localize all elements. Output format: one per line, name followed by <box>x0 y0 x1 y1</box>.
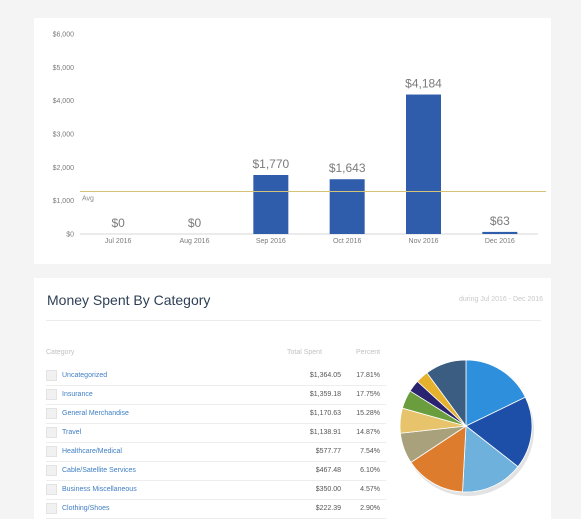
total-spent-value: $350.00 <box>315 486 341 493</box>
x-tick-label: Oct 2016 <box>333 238 362 245</box>
percent-value: 15.28% <box>356 410 380 417</box>
total-spent-value: $222.39 <box>315 505 341 512</box>
category-link[interactable]: General Merchandise <box>62 410 129 417</box>
category-link[interactable]: Clothing/Shoes <box>62 505 110 512</box>
percent-value: 2.90% <box>360 505 380 512</box>
bar-value-label: $0 <box>188 216 202 230</box>
percent-value: 17.75% <box>356 391 380 398</box>
category-link[interactable]: Travel <box>62 429 82 436</box>
percent-value: 14.87% <box>356 429 380 436</box>
y-tick-label: $4,000 <box>53 98 75 105</box>
bar[interactable] <box>482 231 518 234</box>
y-tick-label: $1,000 <box>53 198 75 205</box>
bar-value-label: $0 <box>111 216 125 230</box>
x-tick-label: Dec 2016 <box>485 238 515 245</box>
total-spent-value: $1,138.91 <box>309 429 341 436</box>
y-tick-label: $2,000 <box>53 165 75 172</box>
total-spent-value: $577.77 <box>315 448 341 455</box>
total-spent-value: $1,170.63 <box>309 410 341 417</box>
column-header-total-spent: Total Spent <box>287 349 323 356</box>
y-tick-label: $0 <box>66 232 74 239</box>
x-tick-label: Aug 2016 <box>180 238 210 245</box>
date-range-label: during Jul 2016 - Dec 2016 <box>458 296 543 303</box>
row-checkbox[interactable] <box>46 389 57 400</box>
table-row: Business Miscellaneous $350.00 4.57% <box>46 481 386 500</box>
percent-value: 4.57% <box>360 486 380 493</box>
title-divider <box>46 320 541 321</box>
row-checkbox[interactable] <box>46 465 57 476</box>
percent-value: 7.54% <box>360 448 380 455</box>
total-spent-value: $1,359.18 <box>309 391 341 398</box>
monthly-spending-bar-chart: $0 $1,000 $2,000 $3,000 $4,000 $5,000 $6,000 $0… <box>53 32 546 245</box>
column-header-category: Category <box>46 349 75 356</box>
total-spent-value: $467.48 <box>315 467 341 474</box>
y-tick-label: $5,000 <box>53 65 75 72</box>
percent-value: 6.10% <box>360 467 380 474</box>
bar-value-label: $1,643 <box>329 161 366 175</box>
total-spent-value: $1,364.05 <box>309 372 341 379</box>
row-checkbox[interactable] <box>46 408 57 419</box>
category-link[interactable]: Cable/Satellite Services <box>62 467 136 474</box>
category-spending-card: Money Spent By Category during Jul 2016 … <box>34 278 551 519</box>
y-tick-label: $6,000 <box>53 32 75 39</box>
pie-slice[interactable] <box>462 425 519 493</box>
table-row: Cable/Satellite Services $467.48 6.10% <box>46 462 386 481</box>
category-pie-chart <box>399 359 534 496</box>
table-row: Uncategorized $1,364.05 17.81% <box>46 367 386 386</box>
category-link[interactable]: Healthcare/Medical <box>62 448 122 455</box>
column-header-percent: Percent <box>356 349 381 356</box>
pie-slice[interactable] <box>465 359 526 427</box>
x-tick-label: Nov 2016 <box>409 238 439 245</box>
x-tick-label: Jul 2016 <box>105 238 132 245</box>
category-table: Uncategorized $1,364.05 17.81% Insurance $1,… <box>46 367 386 519</box>
y-tick-label: $3,000 <box>53 132 75 139</box>
row-checkbox[interactable] <box>46 427 57 438</box>
average-label: Avg <box>82 195 94 202</box>
row-checkbox[interactable] <box>46 503 57 514</box>
section-title: Money Spent By Category <box>47 292 211 308</box>
x-tick-label: Sep 2016 <box>256 238 286 245</box>
pie-slice[interactable] <box>426 359 467 428</box>
bar-value-label: $4,184 <box>405 77 442 91</box>
bar[interactable] <box>329 179 365 234</box>
table-row: Travel $1,138.91 14.87% <box>46 424 386 443</box>
bar-value-label: $63 <box>490 214 510 228</box>
monthly-spending-card: $0 $1,000 $2,000 $3,000 $4,000 $5,000 $6,000 $0… <box>34 18 551 264</box>
table-row: General Merchandise $1,170.63 15.28% <box>46 405 386 424</box>
category-link[interactable]: Uncategorized <box>62 372 108 379</box>
bar-value-label: $1,770 <box>252 157 289 171</box>
pie-slice[interactable] <box>465 396 533 468</box>
table-row: Clothing/Shoes $222.39 2.90% <box>46 500 386 519</box>
row-checkbox[interactable] <box>46 484 57 495</box>
category-link[interactable]: Business Miscellaneous <box>62 486 137 493</box>
row-checkbox[interactable] <box>46 446 57 457</box>
row-checkbox[interactable] <box>46 370 57 381</box>
bar[interactable] <box>406 94 441 235</box>
bar[interactable] <box>253 175 289 234</box>
percent-value: 17.81% <box>356 372 380 379</box>
pie-slice[interactable] <box>410 425 467 493</box>
table-row: Healthcare/Medical $577.77 7.54% <box>46 443 386 462</box>
category-link[interactable]: Insurance <box>62 391 93 398</box>
table-row: Insurance $1,359.18 17.75% <box>46 386 386 405</box>
